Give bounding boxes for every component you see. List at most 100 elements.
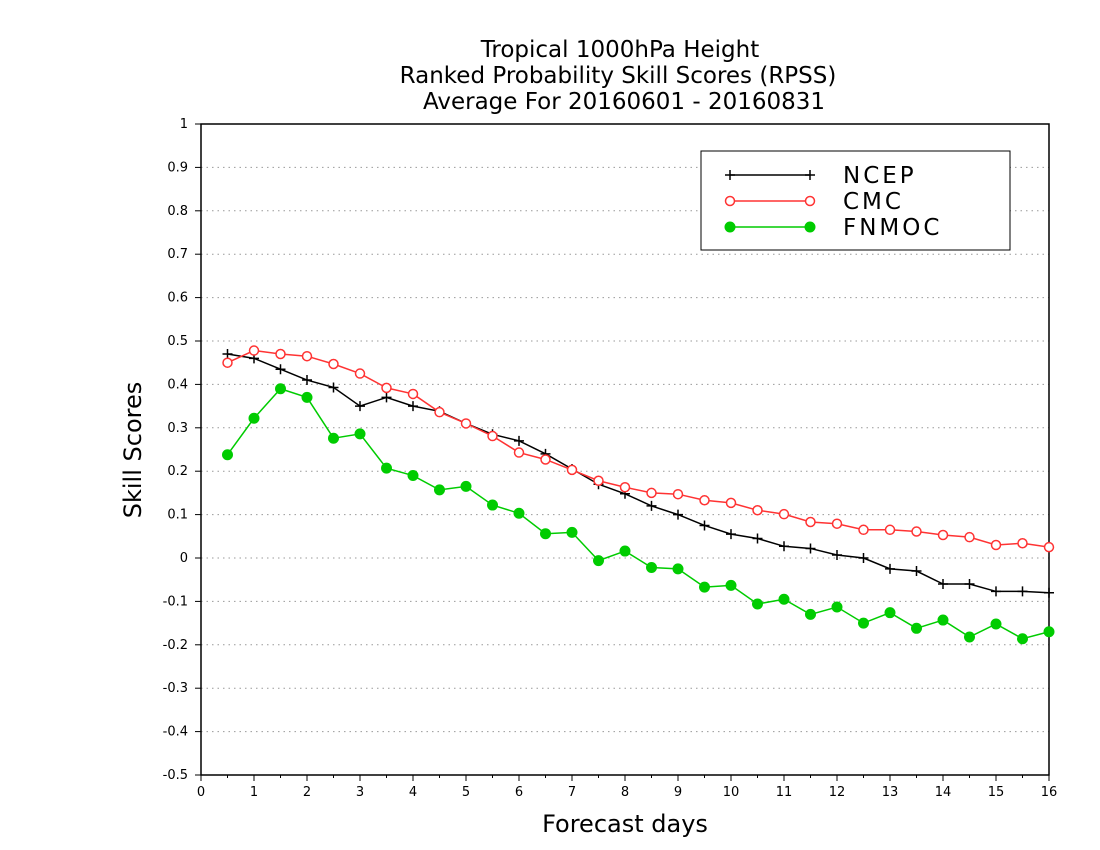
y-tick-label: -0.3 — [163, 681, 188, 696]
data-point-marker — [408, 401, 418, 412]
y-tick-label: -0.1 — [163, 594, 188, 609]
data-point-marker — [779, 541, 789, 552]
data-point-marker — [513, 447, 525, 458]
y-tick-label: 0.6 — [167, 291, 188, 306]
data-point-marker — [725, 497, 737, 509]
data-point-marker — [222, 449, 233, 461]
data-point-marker — [354, 368, 366, 379]
data-point-marker — [831, 518, 843, 529]
legend-entry-ncep: NCEP — [725, 163, 914, 189]
data-point-marker — [725, 170, 735, 180]
chart-subtitle-date-range: Average For 20160601 - 20160831 — [423, 89, 825, 115]
data-point-marker — [248, 412, 260, 424]
data-point-marker — [724, 195, 736, 207]
data-point-marker — [646, 487, 657, 499]
x-axis-title: Forecast days — [542, 810, 708, 838]
y-tick-label: 0 — [180, 551, 188, 566]
data-point-marker — [805, 608, 816, 620]
series-layer — [222, 345, 1055, 645]
data-point-marker — [1017, 633, 1028, 645]
data-point-marker — [805, 516, 816, 528]
y-axis-title: Skill Scores — [119, 382, 147, 519]
data-point-marker — [885, 563, 895, 574]
data-point-marker — [381, 382, 392, 394]
y-tick-label: -0.2 — [163, 638, 188, 653]
data-point-marker — [964, 531, 975, 543]
y-tick-label: 0.7 — [167, 247, 188, 262]
x-tick-label: 7 — [568, 785, 576, 800]
chart-subtitle: Ranked Probability Skill Scores (RPSS) — [400, 63, 837, 89]
data-point-marker — [487, 499, 498, 511]
data-point-marker — [301, 350, 313, 362]
data-point-marker — [911, 566, 922, 577]
data-point-marker — [726, 529, 736, 540]
data-point-marker — [804, 195, 816, 207]
data-point-marker — [434, 406, 445, 418]
data-point-marker — [990, 539, 1002, 551]
data-point-marker — [540, 454, 551, 465]
data-point-marker — [619, 482, 631, 493]
data-point-marker — [1017, 537, 1028, 549]
data-point-marker — [990, 618, 1002, 630]
data-point-marker — [222, 357, 233, 368]
data-point-marker — [673, 509, 683, 520]
data-point-marker — [593, 475, 604, 486]
legend-label: CMC — [843, 189, 904, 215]
data-point-marker — [911, 526, 922, 537]
data-point-marker — [460, 418, 472, 429]
x-tick-label: 6 — [515, 785, 523, 800]
y-tick-label: 0.9 — [167, 160, 188, 175]
data-point-marker — [328, 382, 339, 393]
data-point-marker — [593, 555, 604, 567]
y-tick-label: 0.5 — [167, 334, 188, 349]
y-tick-label: 0.2 — [167, 464, 188, 479]
series-fnmoc — [222, 383, 1055, 645]
data-point-marker — [937, 614, 949, 626]
data-point-marker — [804, 221, 816, 233]
tick-labels: 1 0.9 0.8 0.7 0.6 0.5 0.4 0.3 0.2 0.1 0 -0.1 -0.2 -0.… — [163, 117, 1058, 800]
x-tick-label: 9 — [674, 785, 682, 800]
x-tick-label: 13 — [882, 785, 899, 800]
x-tick-label: 3 — [356, 785, 364, 800]
data-point-marker — [858, 524, 869, 536]
data-point-marker — [752, 505, 763, 516]
data-point-marker — [248, 345, 260, 356]
data-point-marker — [514, 435, 524, 446]
data-point-marker — [938, 579, 948, 590]
data-point-marker — [460, 480, 472, 492]
data-point-marker — [699, 495, 710, 506]
data-point-marker — [566, 526, 578, 538]
data-point-marker — [1044, 587, 1054, 598]
data-point-marker — [831, 601, 843, 613]
data-point-marker — [778, 508, 790, 520]
data-point-marker — [725, 579, 737, 591]
data-point-marker — [301, 391, 313, 403]
x-tick-label: 5 — [462, 785, 470, 800]
data-point-marker — [381, 462, 392, 474]
data-point-marker — [302, 375, 312, 386]
x-tick-label: 14 — [935, 785, 952, 800]
data-point-marker — [1017, 586, 1028, 597]
legend-entry-fnmoc: FNMOC — [724, 215, 942, 241]
x-tick-label: 15 — [988, 785, 1005, 800]
data-point-marker — [1043, 626, 1055, 638]
data-point-marker — [672, 488, 684, 500]
data-point-marker — [566, 464, 578, 476]
data-point-marker — [275, 383, 286, 395]
legend-label: FNMOC — [843, 215, 942, 241]
data-point-marker — [619, 545, 631, 557]
x-tick-label: 4 — [409, 785, 417, 800]
legend-entry-cmc: CMC — [724, 189, 904, 215]
data-point-marker — [752, 598, 763, 610]
data-point-marker — [487, 430, 498, 442]
chart-title: Tropical 1000hPa Height — [480, 37, 760, 63]
data-point-marker — [355, 401, 365, 412]
data-point-marker — [513, 507, 525, 519]
y-tick-label: 1 — [180, 117, 188, 132]
y-tick-label: 0.3 — [167, 421, 188, 436]
data-point-marker — [672, 563, 684, 575]
data-point-marker — [275, 364, 286, 375]
data-point-marker — [991, 586, 1001, 597]
gridlines — [201, 166, 1049, 733]
